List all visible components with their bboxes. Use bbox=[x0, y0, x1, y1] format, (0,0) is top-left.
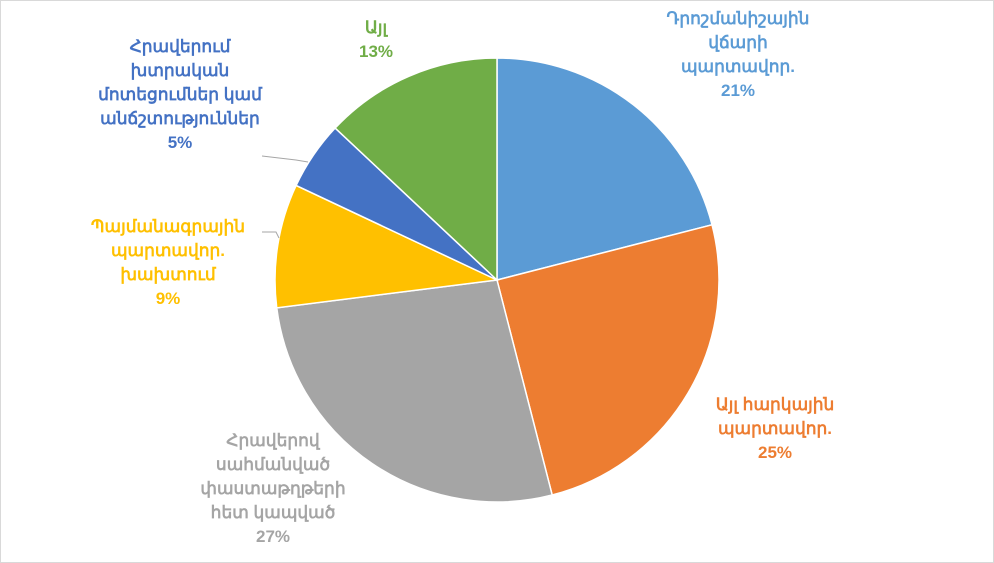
leader-line bbox=[261, 155, 309, 163]
data-label-value: 21% bbox=[721, 81, 755, 100]
data-label-value: 25% bbox=[758, 443, 792, 462]
data-label-text: խտրական bbox=[131, 61, 230, 80]
data-label-text: Հրավերում bbox=[130, 37, 232, 56]
data-label-value: 9% bbox=[156, 289, 181, 308]
data-label-text: սահմանված bbox=[216, 455, 330, 474]
leader-line bbox=[262, 231, 280, 239]
data-label-value: 5% bbox=[168, 133, 193, 152]
data-label: Այլ հարկային պարտավոր. 25% bbox=[716, 395, 835, 462]
pie-slice bbox=[275, 279, 554, 503]
data-label: Դրոշմանիշային վճարի պարտավոր. 21% bbox=[667, 9, 810, 100]
data-label-text: Այլ bbox=[365, 18, 389, 37]
data-label-text: անճշտություններ bbox=[100, 109, 260, 128]
data-label-text: պարտավոր. bbox=[681, 57, 795, 76]
data-label-value: 27% bbox=[256, 527, 290, 546]
data-label-text: Դրոշմանիշային bbox=[667, 9, 810, 28]
data-label: Պայմանագրային պարտավոր. խախտում 9% bbox=[91, 217, 245, 308]
data-label-text: մոտեցումներ կամ bbox=[98, 85, 263, 105]
data-label-text: խախտում bbox=[120, 265, 217, 284]
data-label-text: պարտավոր. bbox=[111, 241, 225, 260]
pie-slice bbox=[496, 57, 713, 281]
data-label-text: Պայմանագրային bbox=[91, 217, 245, 236]
data-label: Հրավերով սահմանված փաստաթղթերի հետ կապված 27… bbox=[200, 431, 345, 546]
data-label-text: հետ կապված bbox=[211, 503, 336, 522]
pie-slice bbox=[274, 184, 500, 309]
data-label-text: Այլ հարկային bbox=[716, 395, 835, 414]
data-label-text: պարտավոր. bbox=[718, 419, 832, 438]
data-label: Հրավերում խտրական մոտեցումներ կամ անճշտությ… bbox=[98, 37, 263, 152]
pie-slice bbox=[334, 57, 498, 282]
data-label-text: վճարի bbox=[708, 33, 768, 52]
pie-slice bbox=[496, 223, 720, 496]
data-label-value: 13% bbox=[359, 42, 393, 61]
data-label-text: փաստաթղթերի bbox=[200, 479, 345, 498]
data-label: Այլ 13% bbox=[359, 18, 393, 61]
data-label-text: Հրավերով bbox=[226, 431, 321, 450]
